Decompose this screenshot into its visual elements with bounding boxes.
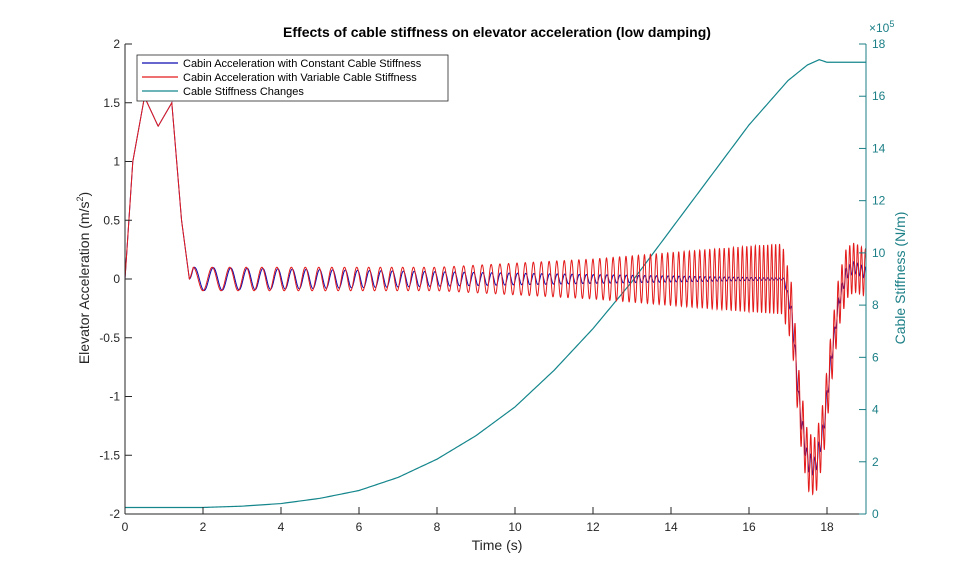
x-tick-label: 10 <box>508 520 522 534</box>
right-y-tick-label: 10 <box>872 246 886 260</box>
left-y-tick-label: 0.5 <box>103 213 120 227</box>
left-axis-title-end: ) <box>76 192 92 197</box>
right-y-tick-label: 14 <box>872 141 886 155</box>
right-axis-title: Cable Stiffness (N/m) <box>892 212 908 345</box>
right-axis-exponent-base: ×10 <box>869 21 890 35</box>
legend-label-variable: Cabin Acceleration with Variable Cable S… <box>183 72 417 84</box>
x-tick-label: 12 <box>586 520 600 534</box>
right-y-tick-label: 0 <box>872 507 879 521</box>
left-axis-title: Elevator Acceleration (m/s2) <box>75 192 92 364</box>
left-y-tick-label: 1 <box>113 155 120 169</box>
legend-label-stiffness: Cable Stiffness Changes <box>183 86 304 98</box>
right-axis-exponent-power: 5 <box>889 19 894 29</box>
right-y-tick-label: 18 <box>872 37 886 51</box>
axes-layer: 0 2 4 6 8 10 12 14 16 18 -2 -1.5 -1 -0.5 0 0.5 1 1.5 2 0 2 4 6… <box>99 37 885 534</box>
x-tick-label: 2 <box>200 520 207 534</box>
right-y-tick-label: 2 <box>872 455 879 469</box>
left-y-tick-label: -1 <box>109 390 120 404</box>
left-y-tick-label: 1.5 <box>103 96 120 110</box>
legend: Cabin Acceleration with Constant Cable S… <box>136 54 449 102</box>
series-layer <box>125 59 866 509</box>
legend-box <box>136 54 449 102</box>
legend-label-constant: Cabin Acceleration with Constant Cable S… <box>183 58 422 70</box>
x-tick-label: 6 <box>356 520 363 534</box>
x-tick-label: 18 <box>820 520 834 534</box>
left-y-tick-label: -1.5 <box>99 448 120 462</box>
left-y-tick-label: -2 <box>109 507 120 521</box>
left-axis-title-superscript: 2 <box>75 197 85 202</box>
x-axis-title: Time (s) <box>472 537 523 553</box>
x-tick-label: 14 <box>664 520 678 534</box>
x-tick-label: 0 <box>122 520 129 534</box>
left-y-tick-label: -0.5 <box>99 331 120 345</box>
x-tick-label: 4 <box>278 520 285 534</box>
chart-title: Effects of cable stiffness on elevator a… <box>283 24 711 40</box>
left-y-tick-label: 2 <box>113 37 120 51</box>
right-y-tick-label: 6 <box>872 350 879 364</box>
x-tick-label: 16 <box>742 520 756 534</box>
series-constant-stiffness-line <box>125 95 866 476</box>
x-tick-label: 8 <box>434 520 441 534</box>
right-y-tick-label: 16 <box>872 89 886 103</box>
series-variable-stiffness-line <box>125 95 866 496</box>
right-y-tick-label: 4 <box>872 403 879 417</box>
left-axis-title-main: Elevator Acceleration (m/s <box>76 202 92 365</box>
series-stiffness-line <box>125 59 866 509</box>
right-axis-exponent: ×105 <box>869 19 894 35</box>
left-y-tick-label: 0 <box>113 272 120 286</box>
right-y-tick-label: 8 <box>872 298 879 312</box>
right-y-tick-label: 12 <box>872 194 886 208</box>
